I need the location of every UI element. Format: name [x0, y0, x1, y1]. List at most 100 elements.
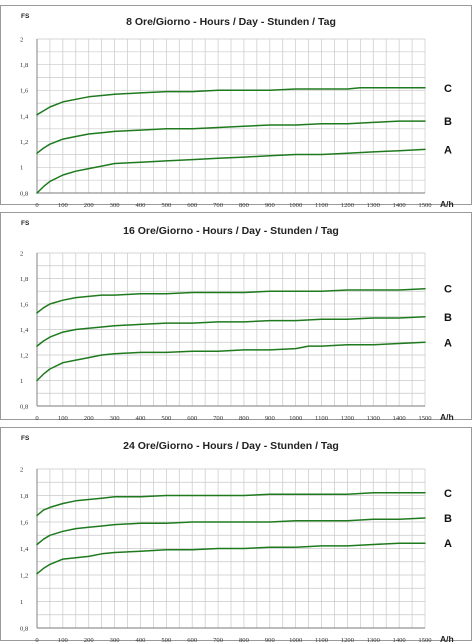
x-tick-label: 200 — [84, 637, 95, 643]
x-tick-label: 800 — [239, 415, 250, 422]
x-tick-label: 1100 — [315, 202, 329, 209]
x-tick-label: 1400 — [393, 202, 407, 209]
x-tick-label: 1200 — [341, 202, 355, 209]
chart-frame-16h — [0, 212, 472, 420]
x-tick-label: 400 — [136, 637, 147, 643]
chart-frame-24h — [0, 427, 472, 641]
x-tick-label: 700 — [213, 202, 224, 209]
x-tick-label: 1500 — [418, 637, 432, 643]
y-axis-label: FS — [21, 220, 30, 227]
x-tick-label: 100 — [58, 202, 69, 209]
y-tick-label: 1,2 — [20, 572, 28, 579]
series-line-c — [36, 87, 426, 116]
x-tick-label: 600 — [187, 637, 198, 643]
x-tick-label: 300 — [110, 637, 121, 643]
y-tick-label: 2 — [20, 466, 23, 473]
x-axis-label: A/h — [440, 199, 454, 209]
x-tick-label: 1300 — [367, 202, 381, 209]
y-tick-label: 2 — [20, 36, 23, 43]
series-line-a — [36, 148, 426, 194]
chart-title: 16 Ore/Giorno - Hours / Day - Stunden / … — [123, 225, 339, 237]
series-line-b — [36, 120, 426, 154]
series-label-a: A — [444, 337, 452, 349]
x-tick-label: 1500 — [418, 415, 432, 422]
chart-panel-16h: 16 Ore/Giorno - Hours / Day - Stunden / … — [0, 212, 472, 422]
x-tick-label: 200 — [84, 202, 95, 209]
series-label-a: A — [444, 538, 452, 550]
y-axis-label: FS — [21, 13, 30, 20]
y-tick-label: 1,6 — [20, 519, 29, 526]
y-tick-label: 1 — [20, 599, 23, 606]
x-tick-label: 1500 — [418, 202, 432, 209]
x-tick-label: 700 — [213, 637, 224, 643]
series-label-c: C — [444, 284, 452, 296]
x-axis-label: A/h — [440, 412, 454, 422]
chart-title: 8 Ore/Giorno - Hours / Day - Stunden / T… — [126, 16, 336, 28]
chart-16h: 16 Ore/Giorno - Hours / Day - Stunden / … — [20, 220, 454, 422]
series-label-c: C — [444, 488, 452, 500]
chart-title: 24 Ore/Giorno - Hours / Day - Stunden / … — [123, 440, 339, 452]
x-tick-label: 800 — [239, 202, 250, 209]
y-tick-label: 1,8 — [20, 276, 29, 283]
y-tick-label: 1,4 — [20, 113, 29, 120]
y-tick-label: 1,4 — [20, 546, 29, 553]
chart-24h: 24 Ore/Giorno - Hours / Day - Stunden / … — [20, 435, 454, 643]
y-tick-label: 1,6 — [20, 301, 29, 308]
x-tick-label: 1400 — [393, 637, 407, 643]
x-tick-label: 900 — [265, 637, 276, 643]
series-line-c — [36, 492, 426, 517]
y-tick-label: 0,8 — [20, 190, 29, 197]
series-line-a — [36, 341, 426, 382]
y-tick-label: 1,4 — [20, 327, 29, 334]
x-tick-label: 0 — [35, 637, 39, 643]
x-tick-label: 1000 — [289, 202, 303, 209]
chart-frame-8h — [0, 5, 472, 205]
x-tick-label: 300 — [110, 415, 121, 422]
x-axis-label: A/h — [440, 634, 454, 643]
chart-8h: 8 Ore/Giorno - Hours / Day - Stunden / T… — [20, 13, 454, 209]
series-label-a: A — [444, 144, 452, 156]
y-tick-label: 1 — [20, 165, 23, 172]
x-tick-label: 700 — [213, 415, 224, 422]
y-tick-label: 2 — [20, 250, 23, 257]
x-tick-label: 600 — [187, 415, 198, 422]
y-tick-label: 1,8 — [20, 62, 29, 69]
series-label-b: B — [444, 116, 452, 128]
x-tick-label: 500 — [161, 202, 172, 209]
x-tick-label: 900 — [265, 415, 276, 422]
x-tick-label: 1100 — [315, 415, 329, 422]
y-tick-label: 1,6 — [20, 88, 29, 95]
x-tick-label: 100 — [58, 415, 69, 422]
x-tick-label: 600 — [187, 202, 198, 209]
y-tick-label: 0,8 — [20, 403, 29, 410]
x-tick-label: 1400 — [393, 415, 407, 422]
series-line-a — [36, 542, 426, 575]
y-tick-label: 0,8 — [20, 625, 29, 632]
x-tick-label: 100 — [58, 637, 69, 643]
y-tick-label: 1,2 — [20, 139, 28, 146]
series-line-c — [36, 287, 426, 314]
series-line-b — [36, 316, 426, 347]
x-tick-label: 1200 — [341, 415, 355, 422]
y-tick-label: 1,2 — [20, 352, 28, 359]
chart-panel-8h: 8 Ore/Giorno - Hours / Day - Stunden / T… — [0, 5, 472, 209]
x-tick-label: 1100 — [315, 637, 329, 643]
x-tick-label: 1300 — [367, 637, 381, 643]
x-tick-label: 900 — [265, 202, 276, 209]
x-tick-label: 1000 — [289, 415, 303, 422]
x-tick-label: 0 — [35, 202, 39, 209]
x-tick-label: 500 — [161, 415, 172, 422]
x-tick-label: 800 — [239, 637, 250, 643]
series-line-b — [36, 517, 426, 546]
y-axis-label: FS — [21, 435, 30, 442]
x-tick-label: 1300 — [367, 415, 381, 422]
x-tick-label: 400 — [136, 202, 147, 209]
series-label-b: B — [444, 312, 452, 324]
x-tick-label: 0 — [35, 415, 39, 422]
x-tick-label: 300 — [110, 202, 121, 209]
series-label-c: C — [444, 83, 452, 95]
x-tick-label: 1200 — [341, 637, 355, 643]
x-tick-label: 500 — [161, 637, 172, 643]
y-tick-label: 1,8 — [20, 493, 29, 500]
y-tick-label: 1 — [20, 378, 23, 385]
